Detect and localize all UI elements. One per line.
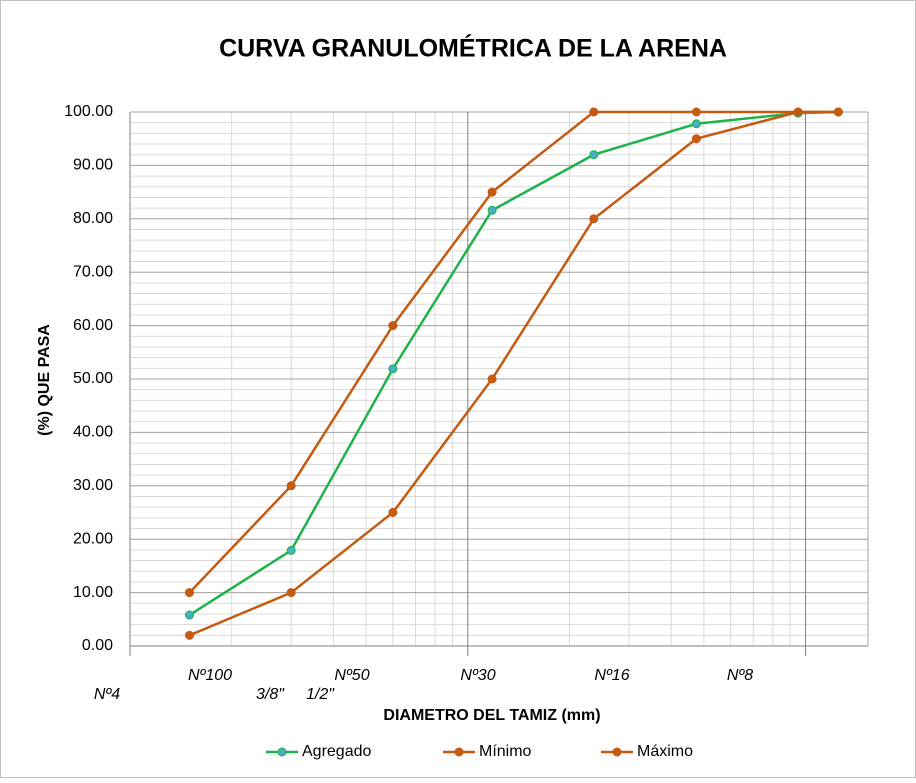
- data-point: [691, 134, 701, 144]
- legend-label: Agregado: [302, 743, 371, 760]
- x-axis-label: DIAMETRO DEL TAMIZ (mm): [383, 707, 600, 724]
- y-tick-label: 70.00: [73, 263, 113, 280]
- data-point: [589, 107, 599, 117]
- sieve-label: Nº4: [94, 686, 120, 703]
- data-point: [691, 107, 701, 117]
- y-tick-label: 90.00: [73, 157, 113, 174]
- y-tick-label: 100.00: [64, 103, 113, 120]
- y-axis-label: (%) QUE PASA: [36, 324, 53, 436]
- sieve-label: Nº8: [727, 667, 753, 684]
- data-point: [388, 364, 398, 374]
- data-point: [184, 630, 194, 640]
- legend-marker: [612, 747, 622, 757]
- data-point: [487, 187, 497, 197]
- series-line: [189, 110, 839, 637]
- series-line: [188, 110, 839, 594]
- y-tick-label: 80.00: [73, 210, 113, 227]
- data-point: [589, 150, 599, 160]
- sieve-label: Nº30: [460, 667, 495, 684]
- data-point: [184, 610, 194, 620]
- data-point: [388, 508, 398, 517]
- legend-label: Máximo: [637, 743, 693, 760]
- chart-title: CURVA GRANULOMÉTRICA DE LA ARENA: [219, 34, 727, 63]
- data-point: [833, 107, 843, 117]
- legend-marker: [277, 747, 287, 757]
- sieve-label: Nº50: [334, 667, 369, 684]
- y-tick-label: 30.00: [73, 477, 113, 494]
- y-tick-label: 10.00: [73, 584, 113, 601]
- data-point: [793, 107, 803, 117]
- data-point: [487, 374, 497, 384]
- data-point: [184, 588, 194, 598]
- sieve-label: Nº16: [594, 667, 629, 684]
- y-tick-label: 60.00: [73, 317, 113, 334]
- data-point: [388, 321, 398, 331]
- data-point: [589, 214, 599, 224]
- data-point: [286, 588, 296, 598]
- data-point: [286, 545, 296, 555]
- sieve-label: 1/2": [306, 686, 335, 703]
- y-tick-label: 40.00: [73, 424, 113, 441]
- legend-label: Mínimo: [479, 743, 532, 760]
- sieve-label: Nº100: [188, 667, 232, 684]
- series-line: [188, 110, 839, 617]
- sieve-label: 3/8": [256, 686, 285, 703]
- y-tick-label: 20.00: [73, 530, 113, 547]
- y-tick-label: 0.00: [82, 637, 113, 654]
- data-point: [286, 481, 296, 491]
- data-point: [691, 119, 701, 129]
- y-tick-label: 50.00: [73, 370, 113, 387]
- legend-marker: [454, 747, 464, 757]
- data-point: [487, 205, 497, 215]
